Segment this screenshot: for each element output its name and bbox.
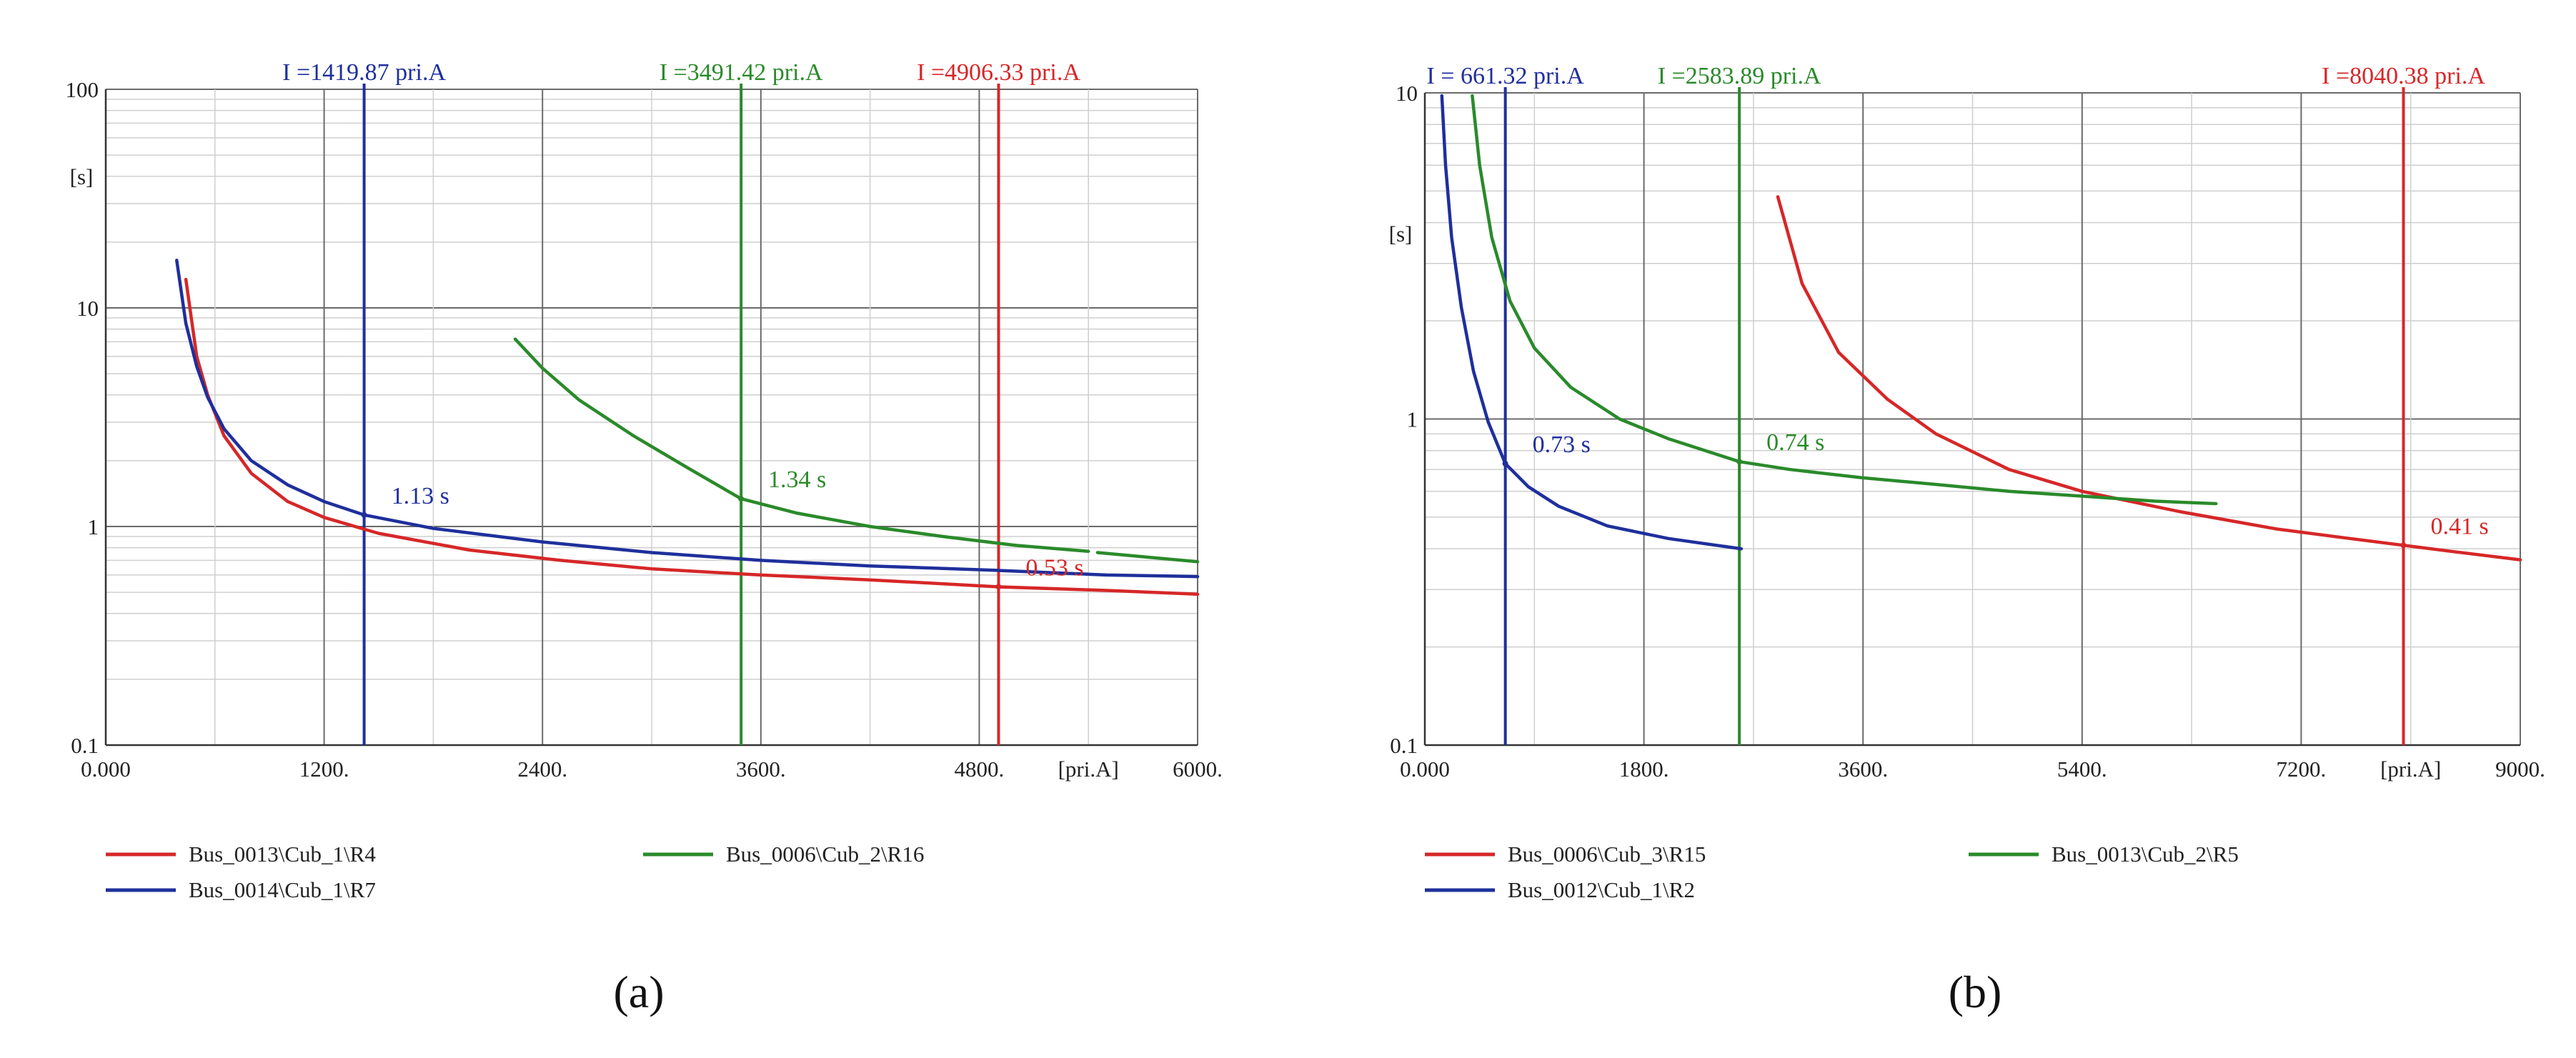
current-marker-label: I =4906.33 pri.A [917,59,1080,86]
series-line [513,337,1090,553]
y-tick-label: 1 [88,514,99,539]
y-tick-label: 0.1 [1390,733,1418,758]
x-tick-label: 0.000 [81,757,131,782]
x-tick-label: 0.000 [1400,757,1450,782]
annotation-label: 0.73 s [1533,431,1591,458]
current-marker-label: I = 661.32 pri.A [1426,63,1584,89]
series-line [1776,195,2522,562]
current-marker-label: I =3491.42 pri.A [660,59,823,86]
y-tick-label: 10 [76,296,99,321]
x-axis-unit-label: [pri.A] [2380,757,2441,782]
legend-entry-label: Bus_0013\Cub_2\R5 [2052,842,2239,867]
y-tick-label: 100 [66,77,99,102]
x-tick-label: 1800. [1619,757,1669,782]
legend-entry-label: Bus_0013\Cub_1\R4 [189,842,376,867]
x-tick-label: 2400. [517,757,567,782]
annotation-marker [738,496,745,502]
y-tick-label: 10 [1396,81,1418,106]
annotation-marker [995,584,1002,590]
y-tick-label: 1 [1407,407,1418,432]
legend-entry-label: Bus_0014\Cub_1\R7 [189,877,376,902]
x-tick-label: 3600. [736,757,786,782]
chart-b: 0.000 1800. 3600. 5400. 7200. 9000. 0.1 1 10 [pri… [1389,63,2545,1017]
annotation-label: 0.41 s [2430,513,2488,539]
x-tick-label: 9000. [2495,757,2545,782]
x-tick-label: 7200. [2277,757,2327,782]
x-tick-label: 4800. [955,757,1005,782]
annotation-marker [1502,460,1508,466]
current-marker-label: I =2583.89 pri.A [1658,63,1821,89]
annotation-label: 1.13 s [392,483,449,509]
x-tick-label: 3600. [1838,757,1888,782]
grid-lines [1424,92,2521,746]
series-line [1440,94,1744,551]
annotation-marker [361,511,367,518]
panel-label: (b) [1949,967,2002,1017]
annotation-marker [1736,459,1743,465]
annotation-label: 1.34 s [768,466,826,493]
annotation-marker [2400,542,2407,549]
y-axis-unit-label: [s] [70,164,94,189]
current-marker-label: I =8040.38 pri.A [2322,63,2485,89]
y-tick-label: 0.1 [71,733,99,758]
annotation-label: 0.74 s [1766,429,1824,456]
series-line [1095,551,1200,564]
current-marker-label: I =1419.87 pri.A [282,59,446,86]
panel-label: (a) [613,967,664,1017]
legend-entry-label: Bus_0012\Cub_1\R2 [1508,877,1695,902]
x-tick-label: 6000. [1173,757,1223,782]
legend-entry-label: Bus_0006\Cub_2\R16 [726,842,924,867]
y-axis-unit-label: [s] [1389,221,1413,246]
grid-lines [105,89,1198,746]
x-tick-label: 1200. [299,757,349,782]
series-line [1471,94,2218,506]
annotation-label: 0.53 s [1025,554,1083,581]
legend-entry-label: Bus_0006\Cub_3\R15 [1508,842,1706,867]
x-tick-label: 5400. [2057,757,2107,782]
chart-a: 0.000 1200. 2400. 3600. 4800. 6000. 0.1 1 10 100 [… [66,59,1223,1017]
x-axis-unit-label: [pri.A] [1058,757,1119,782]
